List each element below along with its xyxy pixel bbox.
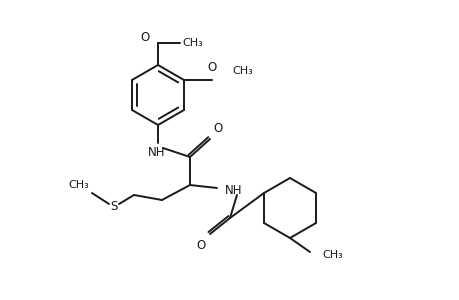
Text: CH₃: CH₃ (231, 66, 252, 76)
Text: O: O (196, 239, 206, 252)
Text: CH₃: CH₃ (68, 180, 89, 190)
Text: NH: NH (224, 184, 242, 196)
Text: NH: NH (148, 146, 165, 159)
Text: S: S (110, 200, 118, 214)
Text: CH₃: CH₃ (321, 250, 342, 260)
Text: O: O (213, 122, 222, 135)
Text: O: O (207, 61, 216, 74)
Text: CH₃: CH₃ (182, 38, 202, 48)
Text: O: O (140, 31, 150, 44)
